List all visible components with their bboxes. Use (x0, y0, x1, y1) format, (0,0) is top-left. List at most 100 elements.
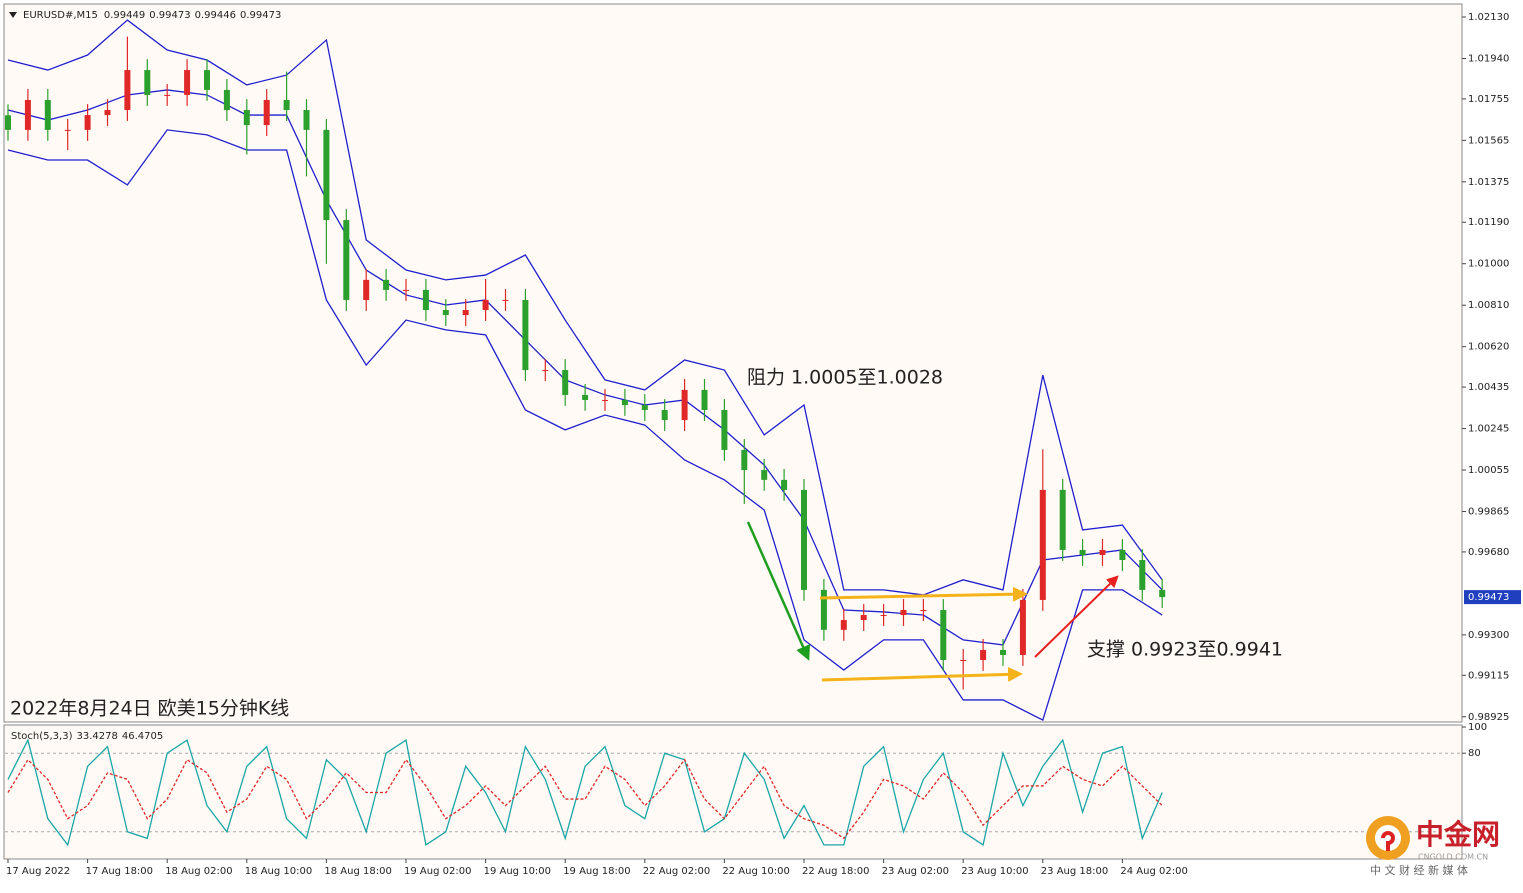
candle-body (980, 649, 987, 660)
chart-header: EURUSD#,M15 0.99449 0.99473 0.99446 0.99473 (23, 10, 281, 21)
y-tick-label: 1.00435 (1468, 382, 1509, 393)
candle-body (482, 299, 489, 311)
candle-body (761, 470, 768, 480)
candle-body (781, 479, 788, 490)
x-tick-label: 19 Aug 10:00 (484, 866, 551, 877)
candle-body (522, 299, 529, 371)
candle-body (900, 609, 907, 616)
candle-body (243, 110, 250, 126)
x-tick-label: 17 Aug 2022 (6, 866, 70, 877)
candle-body (1099, 549, 1106, 555)
x-tick-label: 19 Aug 02:00 (404, 866, 471, 877)
logo-mark-inner (1375, 825, 1401, 851)
y-tick-label: 1.01375 (1468, 177, 1509, 188)
x-tick-label: 24 Aug 02:00 (1120, 866, 1187, 877)
x-tick-label: 18 Aug 18:00 (324, 866, 391, 877)
plot-area: 1.02130 1.01940 1.01755 1.01565 1.01375 1.011… (5, 12, 1521, 877)
stoch-y-tick-label: 100 (1468, 722, 1487, 733)
last-price-label: 0.99473 (1468, 592, 1509, 603)
y-tick-label: 1.02130 (1468, 12, 1509, 23)
y-tick-label: 0.99865 (1468, 507, 1509, 518)
candle-body (641, 404, 648, 411)
candle-body (383, 279, 390, 290)
y-tick-label: 0.99680 (1468, 547, 1509, 558)
chart-title: 2022年8月24日 欧美15分钟K线 (10, 698, 289, 720)
x-tick-label: 23 Aug 02:00 (882, 866, 949, 877)
x-tick-label: 19 Aug 18:00 (563, 866, 630, 877)
candle-body (403, 289, 409, 291)
x-tick-label: 22 Aug 10:00 (722, 866, 789, 877)
candle-body (701, 389, 708, 411)
candle-body (442, 310, 449, 316)
candle-body (24, 99, 31, 130)
logo-slogan: 中 文 财 经 新 媒 体 (1370, 863, 1468, 877)
candle-body (801, 489, 807, 590)
candle-body (164, 94, 171, 96)
y-tick-label: 1.00620 (1468, 342, 1509, 353)
y-tick-label: 1.01000 (1468, 259, 1509, 270)
candle-body (741, 449, 748, 471)
menu-triangle (9, 12, 17, 18)
candle-body (582, 394, 589, 400)
y-tick-label: 1.01565 (1468, 135, 1509, 146)
stoch-signal (7, 758, 1163, 840)
candle-body (184, 70, 191, 95)
stoch-main (7, 738, 1163, 847)
bollinger-upper (7, 19, 1163, 596)
quote-open: 0.99449 (104, 10, 145, 21)
candle-body (1079, 549, 1086, 555)
support-arrow (821, 666, 1023, 682)
stoch-main-value: 33.4278 (76, 731, 117, 742)
y-tick-label: 0.99115 (1468, 670, 1509, 681)
y-tick-label: 0.99300 (1468, 630, 1509, 641)
down-arrow (746, 521, 811, 661)
x-tick-label: 23 Aug 10:00 (961, 866, 1028, 877)
logo-name: 中金网 (1416, 818, 1500, 851)
candle-body (502, 299, 509, 301)
main-panel (3, 3, 1463, 723)
x-tick-label: 18 Aug 10:00 (245, 866, 312, 877)
candle-body (621, 399, 628, 405)
candle-body (681, 389, 688, 421)
candle-body (1039, 489, 1046, 600)
candle-body (223, 89, 230, 111)
candle-body (562, 370, 569, 395)
candle-body (1139, 559, 1146, 590)
x-tick-label: 18 Aug 02:00 (165, 866, 232, 877)
quote-high: 0.99473 (149, 10, 190, 21)
candle-body (144, 70, 151, 95)
candle-body (263, 99, 270, 126)
logo-domain: CNGOLD.COM.CN (1418, 853, 1488, 862)
stoch-label: Stoch(5,3,3) (11, 731, 73, 742)
candle-body (363, 279, 370, 300)
x-tick-label: 22 Aug 18:00 (802, 866, 869, 877)
y-tick-label: 0.98925 (1468, 712, 1509, 723)
candle-body (820, 589, 827, 630)
logo-swirl (1381, 831, 1395, 851)
quote-low: 0.99446 (195, 10, 236, 21)
resistance-note: 阻力 1.0005至1.0028 (747, 367, 943, 389)
y-tick-label: 1.00055 (1468, 465, 1509, 476)
candle-body (343, 220, 350, 300)
candle-body (104, 110, 111, 116)
candle-body (920, 609, 927, 611)
candle-body (542, 370, 549, 372)
candle-body (721, 410, 728, 450)
candle-body (1119, 549, 1126, 560)
candle-body (1000, 649, 1006, 655)
up-arrow (1034, 575, 1119, 658)
y-tick-label: 1.01755 (1468, 94, 1509, 105)
symbol: EURUSD#,M15 (23, 10, 98, 21)
stoch-signal-value: 46.4705 (122, 731, 163, 742)
support-note: 支撑 0.9923至0.9941 (1087, 639, 1283, 661)
candle-body (422, 289, 429, 311)
bollinger-lower (7, 129, 1163, 721)
x-tick-label: 23 Aug 18:00 (1041, 866, 1108, 877)
x-tick-label: 22 Aug 02:00 (643, 866, 710, 877)
candle-body (5, 115, 11, 130)
y-tick-label: 1.00810 (1468, 300, 1509, 311)
y-tick-label: 1.01940 (1468, 53, 1509, 64)
candle-body (462, 310, 469, 316)
candle-body (840, 620, 847, 630)
